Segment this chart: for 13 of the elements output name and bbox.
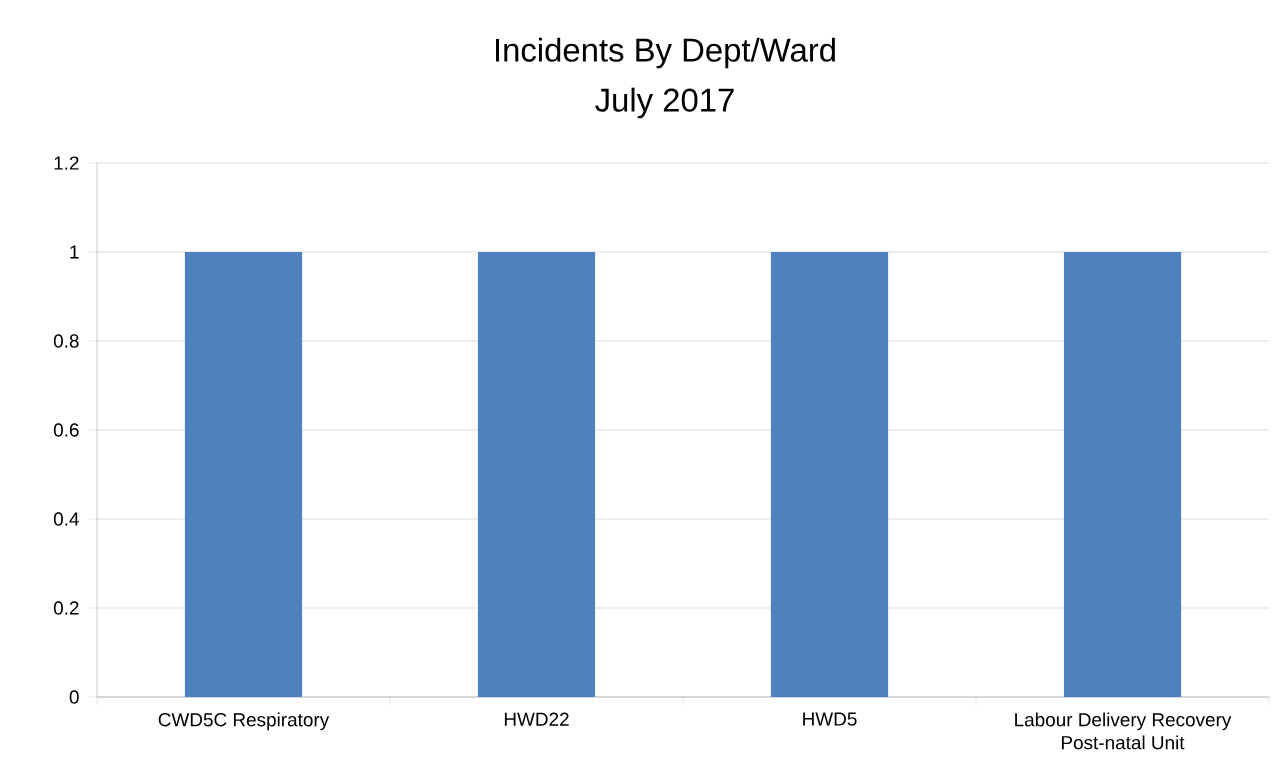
y-tick-label: 0.6 — [53, 423, 79, 437]
y-tick-label: 0 — [69, 690, 79, 704]
y-tick-label: 0.8 — [53, 334, 79, 348]
x-tick-label: HWD5 — [803, 712, 857, 726]
y-tick-label: 1 — [70, 245, 79, 259]
y-tick-label: 0.4 — [53, 512, 79, 526]
y-tick-label: 1.2 — [54, 156, 79, 170]
x-tick-label: CWD5C Respiratory — [158, 712, 330, 731]
chart-title: Incidents By Dept/Ward — [495, 37, 835, 69]
chart-subtitle: July 2017 — [595, 87, 734, 119]
x-tick-label: Labour Delivery Recovery Post-natal Unit — [1015, 712, 1232, 750]
x-tick-label: HWD22 — [504, 712, 569, 726]
y-tick-label: 0.2 — [53, 601, 79, 615]
